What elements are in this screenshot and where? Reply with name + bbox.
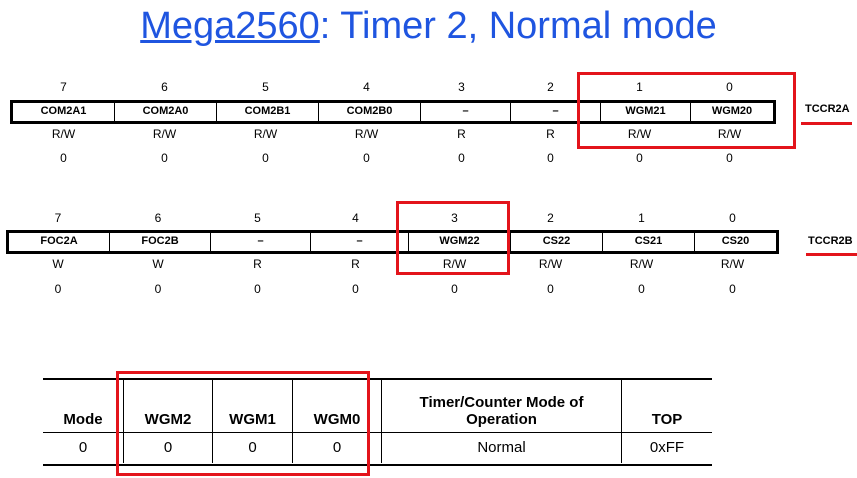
header-mode: Mode — [43, 378, 124, 433]
bit-field: – — [211, 233, 311, 251]
tccr2b-access: W W R R R/W R/W R/W R/W — [8, 257, 778, 271]
bit-field: FOC2A — [9, 233, 110, 251]
table-row: 0 0 0 0 Normal 0xFF — [43, 432, 712, 463]
bit-field: – — [421, 103, 511, 121]
access-value: R/W — [253, 127, 278, 141]
cell-operation: Normal — [381, 432, 622, 463]
bit-number: 3 — [458, 80, 465, 94]
initial-value: 0 — [638, 282, 645, 296]
initial-value: 0 — [636, 151, 643, 165]
tccr2a-access: R/W R/W R/W R/W R R R/W R/W — [13, 127, 775, 141]
bit-field: – — [311, 233, 409, 251]
initial-value: 0 — [729, 282, 736, 296]
tccr2b-bit-fields: FOC2A FOC2B – – WGM22 CS22 CS21 CS20 — [6, 230, 779, 254]
bit-number: 3 — [451, 211, 458, 225]
header-operation: Timer/Counter Mode of Operation — [381, 378, 622, 433]
initial-value: 0 — [451, 282, 458, 296]
tccr2a-underline — [801, 122, 852, 125]
initial-value: 0 — [352, 282, 359, 296]
access-value: W — [152, 257, 164, 271]
initial-value: 0 — [60, 151, 67, 165]
access-value: R/W — [51, 127, 76, 141]
cell-wgm0: 0 — [292, 432, 382, 463]
access-value: R — [546, 127, 555, 141]
table-header-row: Mode WGM2 WGM1 WGM0 Timer/Counter Mode o… — [43, 378, 712, 433]
bit-number: 6 — [154, 211, 162, 225]
access-value: R/W — [627, 127, 652, 141]
bit-number: 1 — [638, 211, 645, 225]
bit-number: 5 — [254, 211, 261, 225]
initial-value: 0 — [547, 151, 554, 165]
bit-number: 7 — [54, 211, 62, 225]
bit-number: 7 — [60, 80, 67, 94]
tccr2a-bit-numbers: 7 6 5 4 3 2 1 0 — [13, 80, 775, 94]
bit-field: CS22 — [511, 233, 603, 251]
initial-value: 0 — [262, 151, 269, 165]
initial-value: 0 — [254, 282, 261, 296]
bit-field: COM2A1 — [13, 103, 115, 121]
access-value: R/W — [717, 127, 742, 141]
access-value: W — [52, 257, 64, 271]
initial-value: 0 — [547, 282, 554, 296]
slide-title: Mega2560: Timer 2, Normal mode — [0, 2, 857, 50]
access-value: R/W — [720, 257, 745, 271]
cell-wgm2: 0 — [123, 432, 213, 463]
tccr2a-initial: 0 0 0 0 0 0 0 0 — [13, 151, 775, 165]
header-top: TOP — [621, 378, 712, 433]
header-wgm0: WGM0 — [292, 378, 382, 433]
bit-number: 0 — [726, 80, 733, 94]
access-value: R — [253, 257, 262, 271]
tccr2b-name: TCCR2B — [808, 235, 853, 247]
initial-value: 0 — [154, 282, 162, 296]
bit-field: FOC2B — [110, 233, 211, 251]
bit-field: – — [511, 103, 601, 121]
initial-value: 0 — [726, 151, 733, 165]
bit-field: COM2A0 — [115, 103, 217, 121]
access-value: R/W — [152, 127, 177, 141]
wgm21-wgm20-highlight — [577, 72, 796, 149]
bit-field: WGM22 — [409, 233, 511, 251]
bit-number: 1 — [636, 80, 643, 94]
tccr2b-initial: 0 0 0 0 0 0 0 0 — [8, 282, 778, 296]
bit-number: 4 — [352, 211, 359, 225]
access-value: R/W — [354, 127, 379, 141]
bit-field: COM2B1 — [217, 103, 319, 121]
initial-value: 0 — [54, 282, 62, 296]
table-bottom-rule — [43, 464, 712, 466]
cell-wgm1: 0 — [212, 432, 293, 463]
bit-number: 6 — [161, 80, 168, 94]
access-value: R/W — [629, 257, 654, 271]
bit-number: 4 — [363, 80, 370, 94]
wgm-columns-highlight — [116, 371, 370, 476]
cell-mode: 0 — [78, 439, 88, 456]
tccr2a-name: TCCR2A — [805, 103, 850, 115]
bit-field: WGM21 — [601, 103, 691, 121]
bit-number: 2 — [547, 211, 554, 225]
access-value: R — [351, 257, 360, 271]
bit-number: 2 — [547, 80, 554, 94]
access-value: R/W — [538, 257, 563, 271]
bit-field: WGM20 — [711, 105, 753, 117]
bit-number: 5 — [262, 80, 269, 94]
tccr2b-bit-numbers: 7 6 5 4 3 2 1 0 — [8, 211, 778, 225]
header-wgm2: WGM2 — [123, 378, 213, 433]
title-link[interactable]: Mega2560 — [140, 5, 320, 47]
tccr2b-underline — [806, 253, 857, 256]
wgm22-highlight — [396, 201, 510, 275]
mode-table: Mode WGM2 WGM1 WGM0 Timer/Counter Mode o… — [43, 378, 712, 463]
bit-field: CS21 — [603, 233, 695, 251]
initial-value: 0 — [161, 151, 168, 165]
access-value: R/W — [442, 257, 467, 271]
bit-field: COM2B0 — [319, 103, 421, 121]
bit-field: CS20 — [721, 235, 750, 247]
initial-value: 0 — [458, 151, 465, 165]
tccr2a-bit-fields: COM2A1 COM2A0 COM2B1 COM2B0 – – WGM21 WG… — [10, 100, 776, 124]
access-value: R — [457, 127, 466, 141]
title-rest: : Timer 2, Normal mode — [319, 5, 717, 47]
cell-top: 0xFF — [621, 432, 712, 463]
bit-number: 0 — [729, 211, 736, 225]
initial-value: 0 — [363, 151, 370, 165]
header-wgm1: WGM1 — [212, 378, 293, 433]
